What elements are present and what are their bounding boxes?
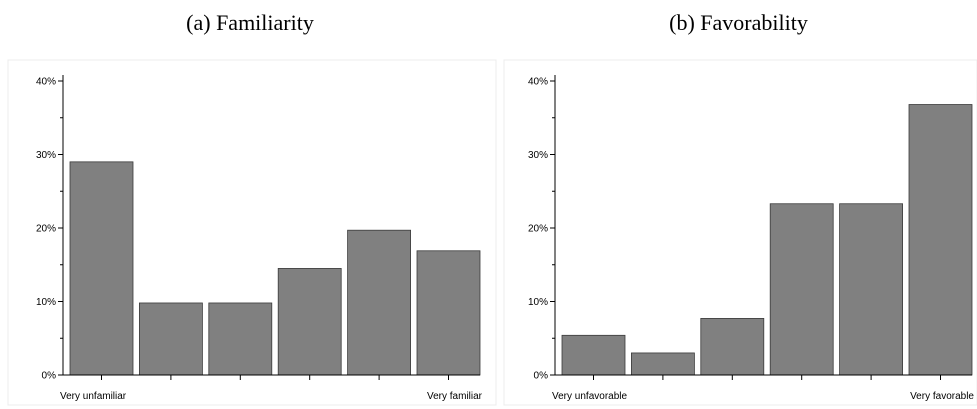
favorability-bar-6 <box>908 104 973 376</box>
favorability-bar-5 <box>839 203 903 376</box>
familiarity-bar-2 <box>138 302 203 376</box>
familiarity-y-tick-label: 40% <box>36 77 56 88</box>
favorability-bar-3 <box>700 318 765 376</box>
favorability-y-tick-label: 20% <box>528 224 548 235</box>
familiarity-bar-5 <box>347 229 412 376</box>
familiarity-x-label-high: Very familiar <box>427 391 483 402</box>
familiarity-y-tick-label: 0% <box>42 371 57 382</box>
familiarity-bar-1 <box>69 161 134 376</box>
familiarity-bar-6 <box>416 250 481 376</box>
favorability-x-label-low: Very unfavorable <box>552 391 627 402</box>
favorability-y-tick-label: 40% <box>528 77 548 88</box>
favorability-y-tick-label: 0% <box>534 371 549 382</box>
favorability-chart: 0% 10% 20% 30% 40% Very unfavorable Very favor… <box>528 75 974 402</box>
familiarity-x-label-low: Very unfamiliar <box>60 391 127 402</box>
favorability-bar-1 <box>561 334 626 376</box>
familiarity-chart: 0% 10% 20% 30% 40% Very unfamiliar Very famili… <box>36 75 483 402</box>
chart-title-familiarity: (a) Familiarity <box>186 10 314 35</box>
chart-title-favorability: (b) Favorability <box>669 10 808 35</box>
favorability-y-tick-label: 10% <box>528 297 548 308</box>
favorability-bar-2 <box>631 352 695 376</box>
familiarity-bar-3 <box>208 302 273 376</box>
favorability-y-tick-label: 30% <box>528 150 548 161</box>
familiarity-bar-4 <box>277 268 342 376</box>
favorability-bar-4 <box>769 203 834 376</box>
favorability-x-label-high: Very favorable <box>910 391 974 402</box>
familiarity-y-tick-label: 10% <box>36 297 56 308</box>
familiarity-y-tick-label: 30% <box>36 150 56 161</box>
familiarity-y-tick-label: 20% <box>36 224 56 235</box>
